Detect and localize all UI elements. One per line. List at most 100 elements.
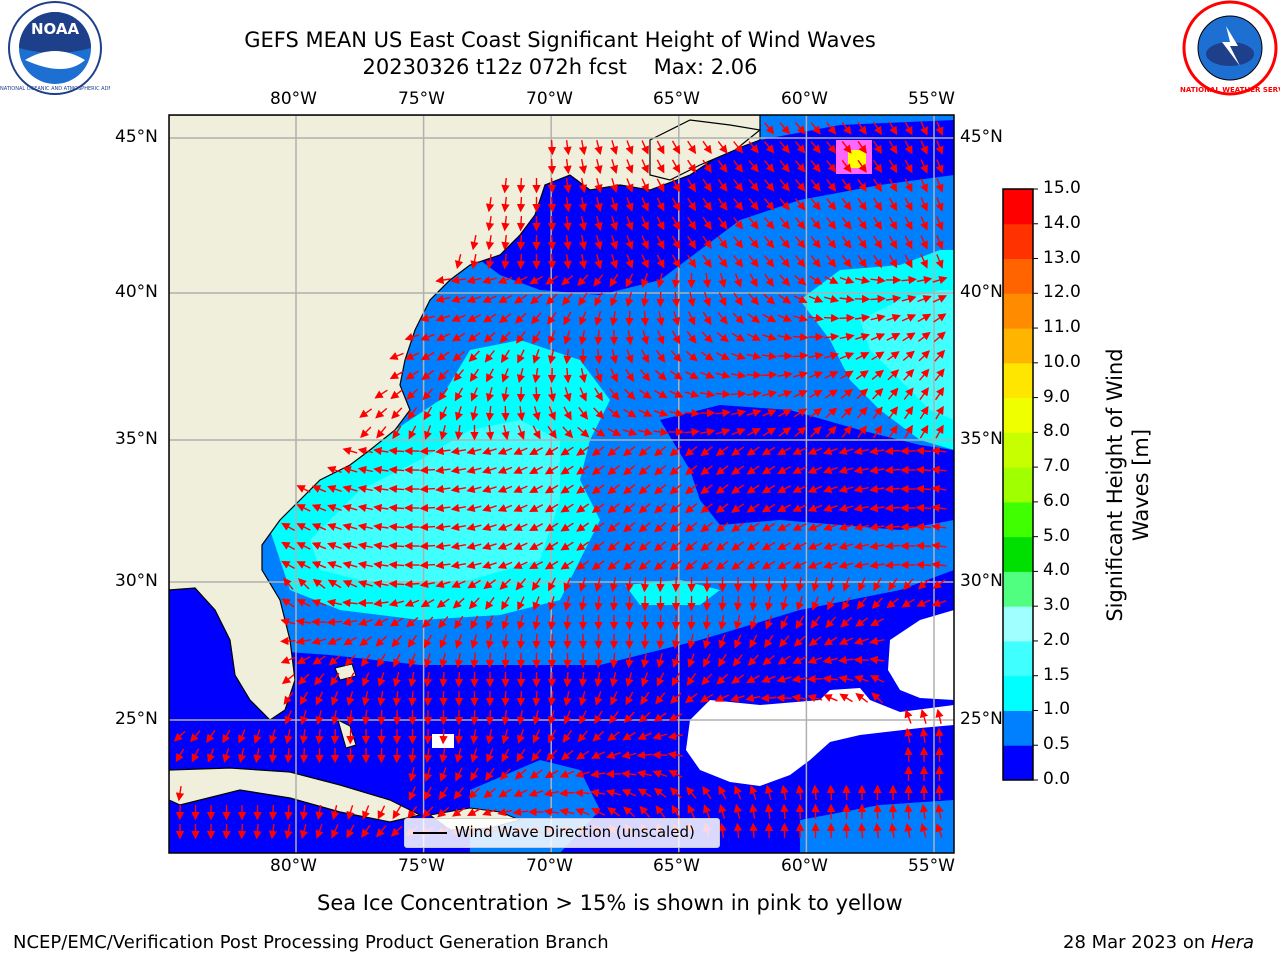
wave-direction-arrow bbox=[918, 368, 930, 381]
wave-direction-arrow bbox=[373, 618, 389, 626]
wave-direction-arrow bbox=[656, 140, 665, 155]
wave-direction-arrow bbox=[388, 446, 405, 456]
wave-direction-arrow bbox=[823, 542, 838, 550]
wave-direction-arrow bbox=[654, 445, 667, 457]
wave-direction-arrow bbox=[609, 178, 619, 194]
lon-label-bottom-55w: 55°W bbox=[908, 856, 955, 876]
lon-label-top-70w: 70°W bbox=[526, 89, 573, 109]
wave-direction-arrow bbox=[484, 350, 495, 363]
wave-direction-arrow bbox=[718, 292, 727, 307]
wave-direction-arrow bbox=[281, 560, 295, 570]
wave-direction-arrow bbox=[838, 446, 854, 456]
wave-direction-arrow bbox=[715, 465, 729, 476]
wave-direction-arrow bbox=[763, 179, 775, 192]
wave-direction-arrow bbox=[296, 561, 311, 569]
wave-direction-arrow bbox=[857, 159, 867, 173]
wave-direction-arrow bbox=[594, 577, 603, 593]
wave-direction-arrow bbox=[563, 349, 572, 365]
wave-direction-arrow bbox=[746, 370, 762, 380]
wave-direction-arrow bbox=[656, 159, 665, 174]
wave-direction-arrow bbox=[838, 637, 854, 645]
wave-direction-arrow bbox=[532, 633, 541, 650]
wave-direction-arrow bbox=[439, 728, 448, 745]
wave-direction-arrow bbox=[579, 577, 587, 592]
wave-direction-arrow bbox=[591, 503, 605, 514]
wave-direction-arrow bbox=[886, 351, 900, 361]
wave-direction-arrow bbox=[435, 314, 451, 322]
wave-direction-arrow bbox=[377, 709, 386, 726]
wave-direction-arrow bbox=[702, 216, 712, 230]
wave-direction-arrow bbox=[931, 599, 947, 607]
wave-direction-arrow bbox=[625, 310, 634, 327]
wave-direction-arrow bbox=[687, 140, 697, 155]
wave-direction-arrow bbox=[669, 408, 685, 418]
wave-direction-arrow bbox=[671, 614, 681, 631]
wave-direction-arrow bbox=[825, 425, 837, 438]
wave-direction-arrow bbox=[608, 408, 621, 419]
wave-direction-arrow bbox=[794, 236, 806, 249]
wave-direction-arrow bbox=[853, 484, 870, 494]
wave-direction-arrow bbox=[578, 406, 589, 420]
wave-direction-arrow bbox=[281, 541, 295, 551]
wave-direction-arrow bbox=[311, 542, 327, 550]
wave-direction-arrow bbox=[625, 672, 634, 688]
wave-direction-arrow bbox=[902, 350, 915, 362]
wave-direction-arrow bbox=[373, 465, 389, 475]
wave-direction-arrow bbox=[388, 560, 405, 570]
wave-direction-arrow bbox=[855, 333, 870, 341]
wave-direction-arrow bbox=[609, 349, 619, 365]
wave-direction-arrow bbox=[591, 465, 605, 476]
wave-direction-arrow bbox=[296, 485, 311, 493]
wave-direction-arrow bbox=[915, 541, 932, 551]
wave-direction-arrow bbox=[702, 197, 712, 211]
wave-direction-arrow bbox=[544, 465, 559, 475]
wave-direction-arrow bbox=[702, 614, 712, 631]
wave-direction-arrow bbox=[311, 485, 327, 493]
wave-direction-arrow bbox=[935, 387, 945, 401]
wave-direction-arrow bbox=[777, 466, 792, 474]
wave-direction-arrow bbox=[671, 291, 681, 308]
wave-direction-arrow bbox=[639, 369, 651, 382]
wave-direction-arrow bbox=[669, 559, 682, 571]
wave-direction-arrow bbox=[388, 503, 405, 513]
wave-direction-arrow bbox=[497, 523, 513, 531]
wave-direction-arrow bbox=[357, 579, 373, 589]
wave-direction-arrow bbox=[935, 405, 944, 420]
wave-direction-arrow bbox=[731, 674, 745, 684]
wave-direction-arrow bbox=[916, 599, 931, 607]
wave-direction-arrow bbox=[591, 446, 605, 457]
wave-direction-arrow bbox=[560, 541, 574, 551]
wave-direction-arrow bbox=[373, 446, 389, 456]
wave-direction-arrow bbox=[792, 351, 809, 361]
wave-direction-arrow bbox=[439, 406, 448, 421]
wave-direction-arrow bbox=[807, 466, 823, 474]
wave-direction-arrow bbox=[516, 405, 526, 422]
wave-direction-arrow bbox=[853, 560, 870, 570]
wave-direction-arrow bbox=[342, 598, 358, 608]
wave-direction-arrow bbox=[811, 596, 820, 611]
wave-direction-arrow bbox=[576, 541, 590, 551]
wave-direction-arrow bbox=[915, 560, 932, 570]
wave-direction-arrow bbox=[778, 294, 792, 304]
wave-direction-arrow bbox=[810, 179, 821, 192]
wave-direction-arrow bbox=[641, 197, 649, 212]
wave-direction-arrow bbox=[762, 333, 777, 341]
wave-direction-arrow bbox=[576, 484, 590, 494]
wave-zone-high-west-core bbox=[310, 420, 560, 585]
wave-direction-arrow bbox=[563, 311, 572, 326]
wave-direction-arrow bbox=[497, 561, 513, 569]
colorbar-tick-label: 11.0 bbox=[1043, 317, 1081, 338]
wave-direction-arrow bbox=[439, 634, 448, 649]
wave-direction-arrow bbox=[560, 522, 574, 532]
wave-direction-arrow bbox=[342, 484, 358, 494]
wave-direction-arrow bbox=[561, 274, 574, 286]
wave-direction-arrow bbox=[574, 788, 591, 798]
wave-direction-arrow bbox=[623, 541, 636, 552]
wave-direction-arrow bbox=[884, 465, 901, 475]
wave-direction-arrow bbox=[470, 253, 479, 270]
wave-direction-arrow bbox=[931, 560, 947, 570]
wave-direction-arrow bbox=[623, 465, 636, 476]
wave-direction-arrow bbox=[578, 595, 588, 612]
lat-label-left-35n: 35°N bbox=[115, 429, 158, 449]
wave-direction-arrow bbox=[822, 655, 838, 665]
